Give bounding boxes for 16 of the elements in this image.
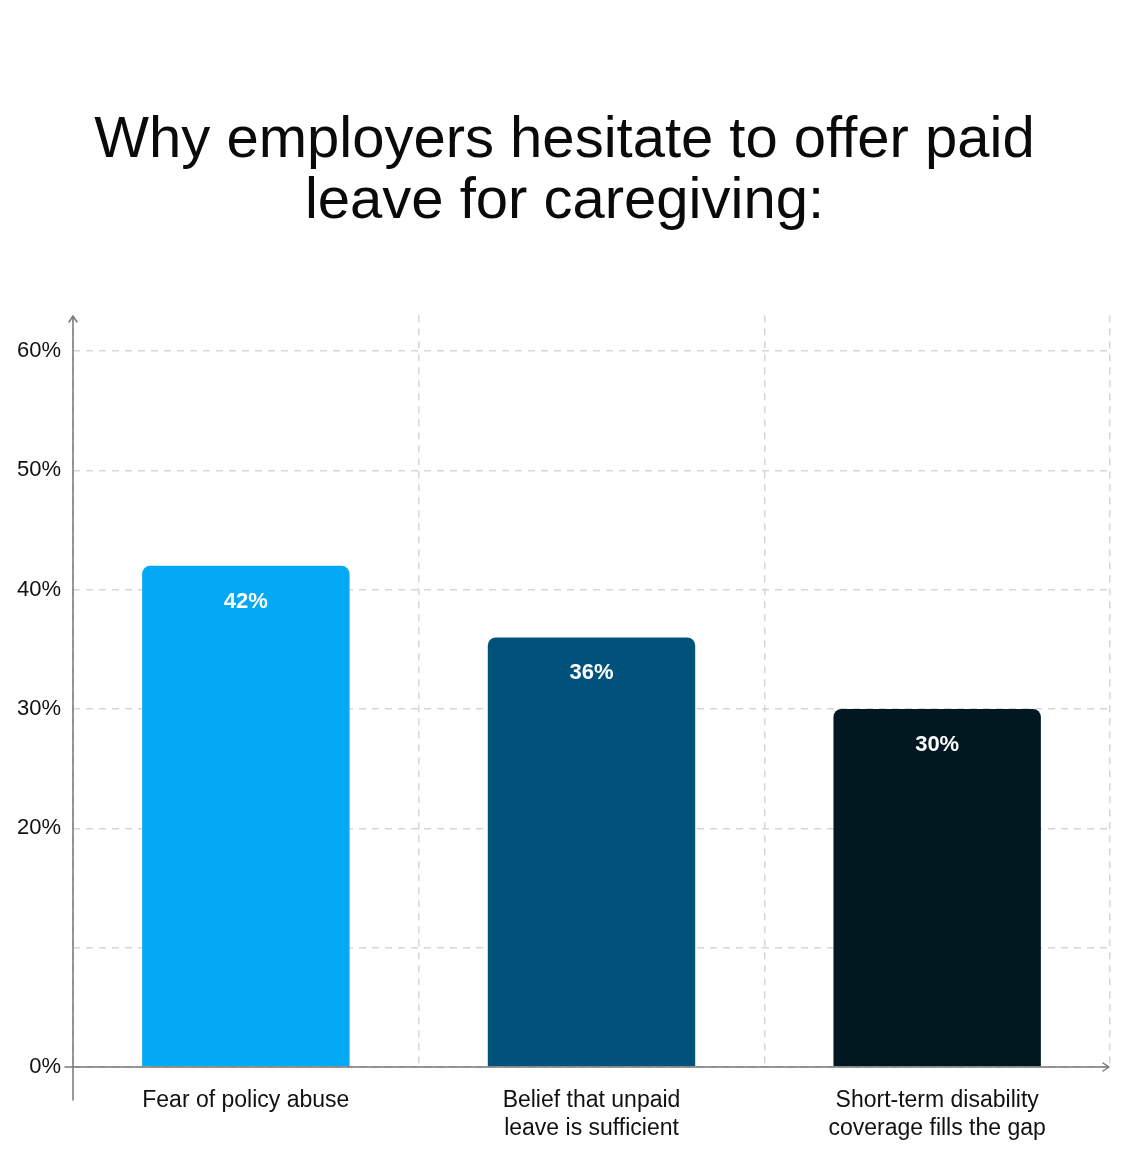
data-label: 30% — [915, 731, 960, 757]
y-tick-label: 50% — [16, 456, 61, 482]
data-label: 42% — [223, 587, 268, 613]
bar — [487, 637, 696, 1067]
y-tick-label: 40% — [16, 575, 61, 601]
x-tick-label: Short-term disability coverage fills the gap — [828, 1086, 1046, 1141]
y-tick-label: 0% — [29, 1053, 61, 1079]
bar — [833, 709, 1041, 1067]
x-tick-label: Belief that unpaid leave is sufficient — [502, 1086, 681, 1141]
data-label: 36% — [569, 659, 614, 685]
x-tick-label: Fear of policy abuse — [142, 1086, 350, 1113]
chart-title: Why employers hesitate to offer paid leave for caregiving: — [93, 104, 1036, 230]
y-tick-label: 60% — [16, 337, 61, 363]
y-tick-label: 20% — [16, 814, 61, 840]
bar — [142, 565, 350, 1067]
y-tick-label: 30% — [16, 695, 61, 721]
